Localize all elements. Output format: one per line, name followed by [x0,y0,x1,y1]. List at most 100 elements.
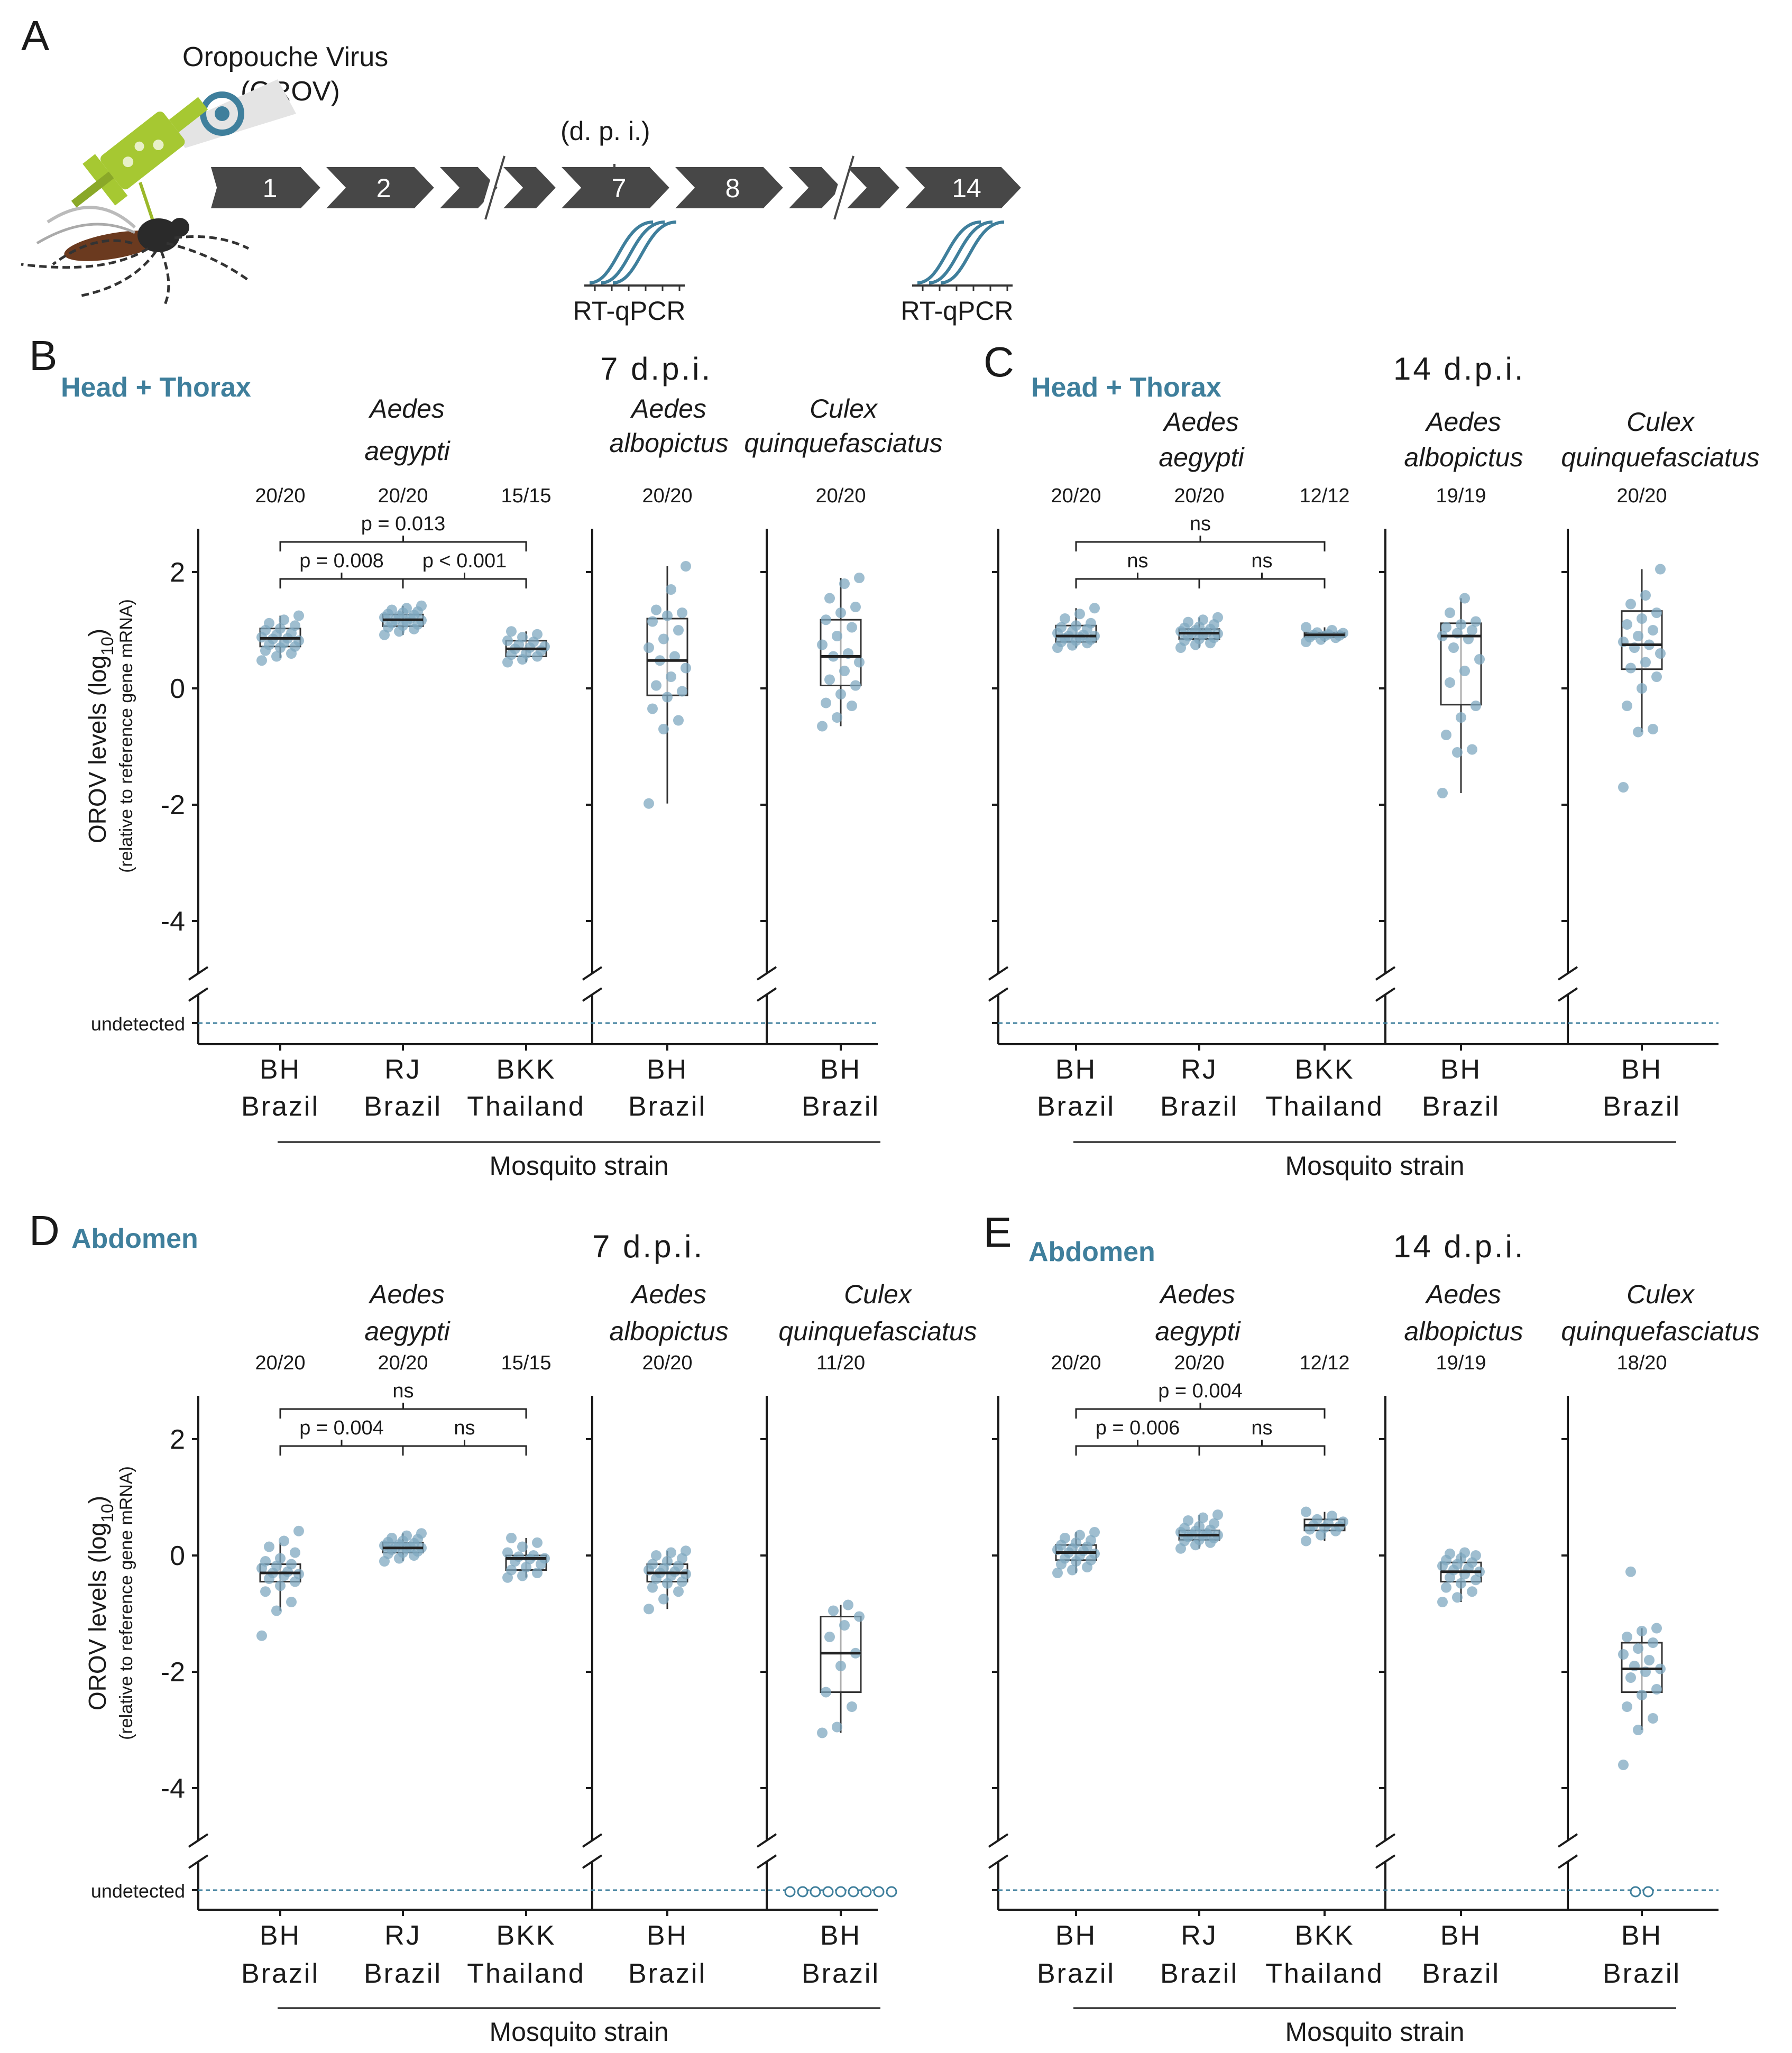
strain-bh-1: 19/19 BH Brazil [1422,1352,1499,1989]
y-axis-title: OROV levels (log10) [84,629,117,843]
species-label: Culex quinquefasciatus [1561,1279,1759,1346]
data-point [293,635,304,646]
x-label-country: Thailand [1265,1091,1383,1122]
data-point [850,602,861,612]
undetected-point [1630,1886,1641,1898]
species-genus: Aedes [1425,407,1501,437]
virus-icon [200,91,244,136]
panel-d: D Abdomen 7 d.p.i.OROV levels (log10) (rela… [29,1207,977,2047]
undetected-point [835,1886,847,1898]
data-point [1445,677,1455,688]
data-point [279,614,289,625]
data-point [1060,1533,1070,1543]
data-point [651,680,661,691]
data-point [651,1550,661,1561]
undetected-point [822,1886,834,1898]
timeline-chevron [319,164,439,211]
axis-break-mark [188,987,209,1002]
axis-break-mark [756,1854,777,1869]
data-point [1441,730,1451,740]
data-point [286,1559,297,1570]
data-point [843,1599,853,1610]
data-point [1467,1586,1477,1597]
data-point [681,561,691,572]
day-timeline: 1 2 7 8 14 RT-qPCR RT-qPCR [207,154,1026,326]
x-label-strain: BH [647,1054,688,1085]
strain-rj-0: 20/20 RJ Brazil [364,485,440,1122]
data-point [658,1594,669,1605]
data-point [1452,747,1463,758]
species-genus: Aedes [1425,1279,1501,1309]
data-point [1633,1643,1643,1654]
x-label-country: Brazil [1422,1091,1500,1122]
data-point [1640,657,1651,668]
sample-count: 20/20 [1174,485,1224,507]
axis-break-mark [188,1854,209,1869]
data-point [1209,1518,1219,1529]
x-label-country: Brazil [1160,1091,1238,1122]
species-genus: Aedes [1162,407,1239,437]
sample-count: 20/20 [378,1352,428,1374]
data-point [673,625,684,636]
data-point [1327,625,1337,636]
data-point [1183,616,1193,628]
x-label-country: Brazil [1160,1958,1238,1989]
data-point [1194,1521,1205,1532]
data-point [1633,631,1643,641]
x-label-strain: BH [820,1920,861,1951]
axis-break-mark [1557,987,1578,1002]
x-axis-title: Mosquito strain [1285,1151,1464,1181]
y-tick-label: -2 [161,790,185,821]
data-point [293,1525,304,1536]
data-point [1622,1701,1632,1712]
iqr-box [1621,1642,1663,1693]
x-label-strain: BH [647,1920,688,1951]
axis-break-mark [188,1833,209,1848]
data-point [502,1547,513,1558]
sample-count: 20/20 [815,485,866,507]
species-label: Culex quinquefasciatus [778,1279,977,1346]
data-point [1637,613,1647,624]
sample-count: 12/12 [1299,485,1349,507]
data-point [1651,607,1662,618]
data-point [1625,599,1636,610]
timeline-chevron [782,164,846,211]
species-genus: Aedes [368,1279,445,1309]
strain-bkk-0: 12/12 BKK Thailand [1265,485,1383,1122]
data-point [1651,1684,1662,1695]
data-point [847,1701,857,1712]
comparison-bracket [402,578,527,588]
comparison-label: ns [1127,550,1148,572]
data-point [1074,609,1085,620]
data-point [513,1551,524,1562]
panel-title: 7 d.p.i. [592,1229,704,1264]
sample-count: 18/20 [1616,1352,1667,1374]
y-axis-subtitle: (relative to reference gene mRNA) [116,599,136,873]
strain-bkk-0: 15/15 BKK Thailand [467,1352,583,1989]
data-point [1089,1527,1100,1538]
x-label-country: Brazil [628,1958,706,1989]
day-label-2: 2 [376,173,391,203]
comparison-label: ns [1190,513,1211,535]
x-label-strain: BH [1440,1054,1482,1085]
data-point [673,1586,684,1597]
panel-title: 14 d.p.i. [1393,351,1526,386]
assay-label-day-7: RT-qPCR [573,296,685,326]
data-point [658,724,669,734]
y-axis-title-main: OROV levels (log [84,656,111,843]
data-point [1618,782,1629,793]
strain-bh-1: 20/20 BH Brazil [628,485,705,1122]
species-label: Aedes aegypti [364,394,451,466]
comparison-bracket [279,1445,404,1456]
y-tick-label: 2 [170,557,185,588]
data-point [817,639,828,650]
axis-break-mark [582,987,603,1002]
comparison-label: ns [1251,1417,1272,1439]
data-point [1086,1535,1096,1546]
species-epithet: albopictus [609,1317,728,1346]
data-point [1640,590,1651,601]
species-label: Aedes albopictus [1404,407,1523,472]
undetected-label: undetected [91,1880,185,1902]
data-point [1456,619,1466,630]
